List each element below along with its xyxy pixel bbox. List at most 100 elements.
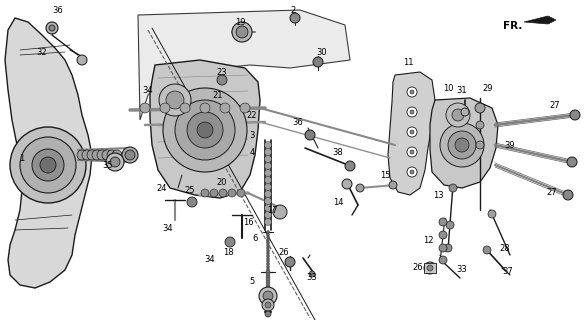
Circle shape xyxy=(407,147,417,157)
Circle shape xyxy=(452,109,464,121)
Circle shape xyxy=(266,293,270,297)
Circle shape xyxy=(163,88,247,172)
Text: 37: 37 xyxy=(503,268,514,276)
Polygon shape xyxy=(524,16,556,24)
Circle shape xyxy=(266,288,270,292)
Circle shape xyxy=(264,197,271,204)
Circle shape xyxy=(102,150,112,160)
Text: 4: 4 xyxy=(249,148,254,156)
Circle shape xyxy=(187,112,223,148)
Circle shape xyxy=(407,127,417,137)
Circle shape xyxy=(444,244,452,252)
Text: 32: 32 xyxy=(37,47,47,57)
Circle shape xyxy=(232,22,252,42)
Circle shape xyxy=(446,103,470,127)
Circle shape xyxy=(273,205,287,219)
Text: FR.: FR. xyxy=(503,21,522,31)
Text: 28: 28 xyxy=(500,244,510,252)
Polygon shape xyxy=(150,60,260,198)
Circle shape xyxy=(264,212,271,219)
Text: 27: 27 xyxy=(550,100,560,109)
Circle shape xyxy=(264,170,271,177)
Circle shape xyxy=(267,260,270,263)
Text: 15: 15 xyxy=(380,171,390,180)
Text: 35: 35 xyxy=(103,161,113,170)
Circle shape xyxy=(264,190,271,197)
Text: 17: 17 xyxy=(267,205,277,214)
Circle shape xyxy=(210,189,218,197)
Text: 39: 39 xyxy=(505,140,515,149)
Circle shape xyxy=(407,87,417,97)
Circle shape xyxy=(266,270,270,274)
Text: 3: 3 xyxy=(249,131,254,140)
Circle shape xyxy=(267,268,270,271)
Circle shape xyxy=(410,130,414,134)
Text: 33: 33 xyxy=(457,266,467,275)
Circle shape xyxy=(200,103,210,113)
Circle shape xyxy=(461,108,469,116)
Circle shape xyxy=(97,150,107,160)
Text: 34: 34 xyxy=(143,85,153,94)
Circle shape xyxy=(262,299,274,311)
Text: 34: 34 xyxy=(163,223,173,233)
Circle shape xyxy=(488,210,496,218)
Text: 2: 2 xyxy=(290,5,295,14)
Circle shape xyxy=(187,197,197,207)
Circle shape xyxy=(266,280,270,284)
Circle shape xyxy=(410,170,414,174)
Text: 14: 14 xyxy=(333,197,343,206)
Circle shape xyxy=(263,291,273,301)
Circle shape xyxy=(122,147,138,163)
Circle shape xyxy=(266,275,270,279)
Circle shape xyxy=(410,110,414,114)
Circle shape xyxy=(265,311,271,317)
Circle shape xyxy=(448,131,476,159)
Circle shape xyxy=(219,189,227,197)
Circle shape xyxy=(107,150,117,160)
Circle shape xyxy=(264,148,271,156)
Circle shape xyxy=(446,221,454,229)
Circle shape xyxy=(567,157,577,167)
Circle shape xyxy=(264,183,271,190)
Circle shape xyxy=(201,189,209,197)
Circle shape xyxy=(410,90,414,94)
Text: 6: 6 xyxy=(252,234,257,243)
Circle shape xyxy=(476,121,484,129)
Circle shape xyxy=(32,149,64,181)
Circle shape xyxy=(455,138,469,152)
Text: 23: 23 xyxy=(216,68,228,76)
Text: 5: 5 xyxy=(249,277,254,286)
Circle shape xyxy=(424,262,436,274)
Circle shape xyxy=(439,231,447,239)
Text: 18: 18 xyxy=(223,247,233,257)
Circle shape xyxy=(46,22,58,34)
Circle shape xyxy=(267,270,270,274)
Circle shape xyxy=(476,141,484,149)
Circle shape xyxy=(313,57,323,67)
Circle shape xyxy=(82,150,92,160)
Circle shape xyxy=(439,256,447,264)
Circle shape xyxy=(264,156,271,163)
Text: 13: 13 xyxy=(433,190,443,199)
Text: 16: 16 xyxy=(243,218,253,227)
Circle shape xyxy=(265,302,271,308)
Polygon shape xyxy=(5,18,92,288)
Circle shape xyxy=(77,55,87,65)
Circle shape xyxy=(264,177,271,183)
Text: 26: 26 xyxy=(278,247,290,257)
Circle shape xyxy=(92,150,102,160)
Text: 1: 1 xyxy=(19,154,25,163)
Polygon shape xyxy=(138,10,350,120)
Circle shape xyxy=(266,278,270,282)
Circle shape xyxy=(10,127,86,203)
Circle shape xyxy=(49,25,55,31)
Circle shape xyxy=(305,130,315,140)
Circle shape xyxy=(228,189,236,197)
Circle shape xyxy=(267,236,270,239)
Text: 21: 21 xyxy=(213,91,223,100)
Circle shape xyxy=(439,218,447,226)
Circle shape xyxy=(267,252,270,255)
Circle shape xyxy=(20,137,76,193)
Text: 30: 30 xyxy=(316,47,328,57)
Circle shape xyxy=(439,244,447,252)
